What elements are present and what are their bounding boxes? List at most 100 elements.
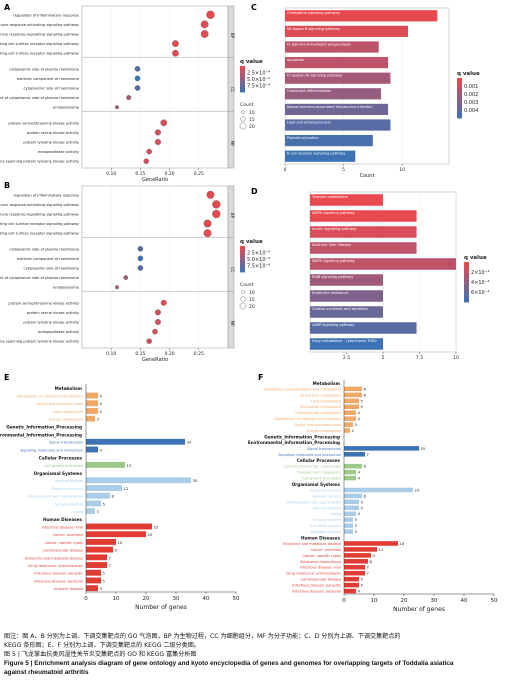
panel-e-bar-value: 22	[154, 524, 159, 529]
panel-b-colorbar-step	[240, 265, 245, 268]
panel-d-x-tick-label: 5	[382, 355, 385, 361]
panel-c-colorbar-step	[457, 116, 462, 119]
panel-b-group-label: MF	[230, 321, 235, 327]
panel-label-B: B	[4, 181, 10, 190]
panel-c-colorbar-step	[457, 96, 462, 99]
panel-b-category-label: protein serine kinase activity	[27, 311, 80, 315]
panel-a-category-label: immune response-regulating cell surface …	[0, 52, 80, 56]
panel-e-category-label: Development and regeneration	[28, 495, 83, 499]
panel-f-bar	[344, 493, 362, 499]
panel-a-x-tick-label: 0.20	[165, 171, 175, 177]
panel-b-size-legend-label: 20	[249, 304, 255, 310]
panel-c-bar	[285, 41, 379, 53]
panel-a-colorbar-step	[240, 68, 245, 71]
panel-e-group-title: Genetic_Information_Processing	[6, 425, 82, 430]
panel-e-category-label: Endocrine and metabolic disease	[25, 556, 83, 560]
panel-d-bar	[310, 290, 383, 302]
panel-b-category-label: immune response-activating cell surface …	[0, 222, 80, 226]
panel-b-category-label: endopeptidase activity	[38, 330, 80, 334]
panel-c-bar	[285, 56, 389, 69]
panel-c-colorbar-step	[457, 110, 462, 113]
panel-c-colorbar-tick: 0.003	[464, 100, 478, 106]
panel-f-category-label: Cancer: specific types	[302, 554, 341, 558]
panel-f-bar-value: 4	[358, 589, 361, 594]
panel-d-colorbar-step	[464, 294, 469, 297]
panel-f-group-title: Metabolism	[313, 381, 341, 386]
panel-e-category-label: Nervous system	[55, 502, 84, 506]
panel-c-colorbar-step	[457, 104, 462, 107]
panel-e-category-label: Immune disease	[54, 587, 83, 591]
panel-a-facet-strip	[227, 5, 235, 169]
panel-f-bar-value: 9	[373, 553, 376, 558]
panel-e-bar-value: 4	[100, 447, 103, 452]
panel-d-bar	[310, 258, 456, 270]
panel-f-bar-value: 7	[367, 452, 370, 457]
panel-a-colorbar-step	[240, 66, 245, 68]
panel-b-colorbar-step	[240, 259, 245, 261]
panel-f-category-label: Carbohydrate metabolism	[295, 411, 341, 415]
panel-a-colorbar-step	[240, 79, 245, 81]
panel-a-colorbar-step	[240, 71, 245, 73]
panel-a-category-label: endopeptidase activity	[38, 150, 80, 154]
caption-line-2: KEGG 条形图；E、F 分别为上调、下调交集靶点的 KEGG 二级分类图。	[4, 642, 200, 649]
panel-d-colorbar: q value 2×10⁻⁴ 4×10⁻⁴ 6×10⁻⁴	[464, 255, 489, 303]
panel-e-category-label: Energy metabolism	[49, 418, 84, 422]
panel-c-colorbar-tick: 0.004	[464, 108, 478, 114]
panel-a-category-label: immune response-activating cell surface …	[0, 42, 80, 46]
panel-d-bar	[310, 210, 417, 222]
panel-f-bar	[344, 416, 356, 421]
panel-a-bubble	[160, 119, 168, 127]
panel-c-bar	[285, 103, 389, 116]
panel-a-size-legend-label: 10	[249, 110, 255, 116]
panel-b-category-label: extrinsic component of membrane	[17, 257, 80, 261]
panel-b-colorbar-step	[240, 269, 245, 272]
panel-c-colorbar-step	[457, 100, 462, 103]
panel-f-group-title: Cellular Processes	[297, 458, 341, 463]
panel-b-bubble	[203, 219, 212, 228]
panel-b-x-tick-label: 0.20	[165, 351, 175, 357]
panel-e-category-label: Global and overview maps	[36, 402, 83, 406]
panel-a-size-legend-circle	[240, 116, 246, 122]
panel-e-x-tick-label: 20	[143, 596, 150, 602]
panel-f-category-label: Signaling molecules and interaction	[278, 453, 341, 457]
panel-c-colorbar-tick: 0.001	[464, 84, 478, 90]
panel-a-category-label: extrinsic component of membrane	[17, 77, 80, 81]
panel-c-bar	[285, 119, 391, 131]
panel-f-category-label: Cell growth and death	[302, 477, 341, 481]
panel-f-bar-value: 7	[367, 571, 370, 576]
panel-e-group-title: Environmental_Information_Processing	[0, 432, 82, 437]
panel-c-bar-label: Lipid and atherosclerosis	[287, 120, 331, 124]
panel-d-colorbar-step	[464, 266, 469, 269]
panel-a-x-tick-label: 0.25	[194, 171, 204, 177]
panel-a-colorbar-step	[240, 72, 245, 75]
panel-f-bar	[344, 475, 356, 481]
panel-f-category-label: Nucleotide metabolism	[301, 405, 342, 409]
panel-d-bar	[310, 226, 417, 238]
panel-f-bar-value: 25	[421, 446, 426, 451]
panel-f-bar-value: 6	[364, 464, 367, 469]
panel-e-bar	[86, 400, 98, 407]
panel-f-bar-value: 2	[352, 428, 355, 433]
panel-c-bar-label: NF-kappa B signaling pathway	[287, 27, 340, 31]
panel-b-colorbar-step	[240, 249, 245, 252]
panel-f-bar	[344, 511, 356, 517]
panel-f-bar	[344, 517, 353, 522]
panel-f-bar-value: 23	[415, 487, 420, 492]
panel-f-category-label: Amino acid metabolism	[300, 393, 342, 397]
panel-c-bar	[285, 134, 373, 147]
panel-d-colorbar-tick: 2×10⁻⁴	[471, 270, 489, 276]
panel-b-size-legend-title: Count	[240, 282, 254, 288]
panel-f-bar-value: 5	[361, 404, 364, 409]
panel-f-category-label: Sensory system	[313, 518, 341, 522]
panel-f-bar-value: 11	[379, 547, 384, 552]
panel-a-bubble	[154, 138, 161, 146]
panel-f-bar	[344, 523, 353, 528]
panel-f-x-tick-label: 20	[401, 598, 408, 604]
panel-f-bar	[344, 588, 356, 594]
panel-a-x-tick-label: 0.15	[135, 171, 145, 177]
panel-a-category-label: immune response-regulating signaling pat…	[0, 33, 80, 37]
panel-f-x-tick-label: 0	[342, 598, 346, 604]
panel-e-bar	[86, 446, 98, 453]
panel-e-bar	[86, 508, 95, 515]
panel-a-colorbar-step	[240, 90, 245, 93]
